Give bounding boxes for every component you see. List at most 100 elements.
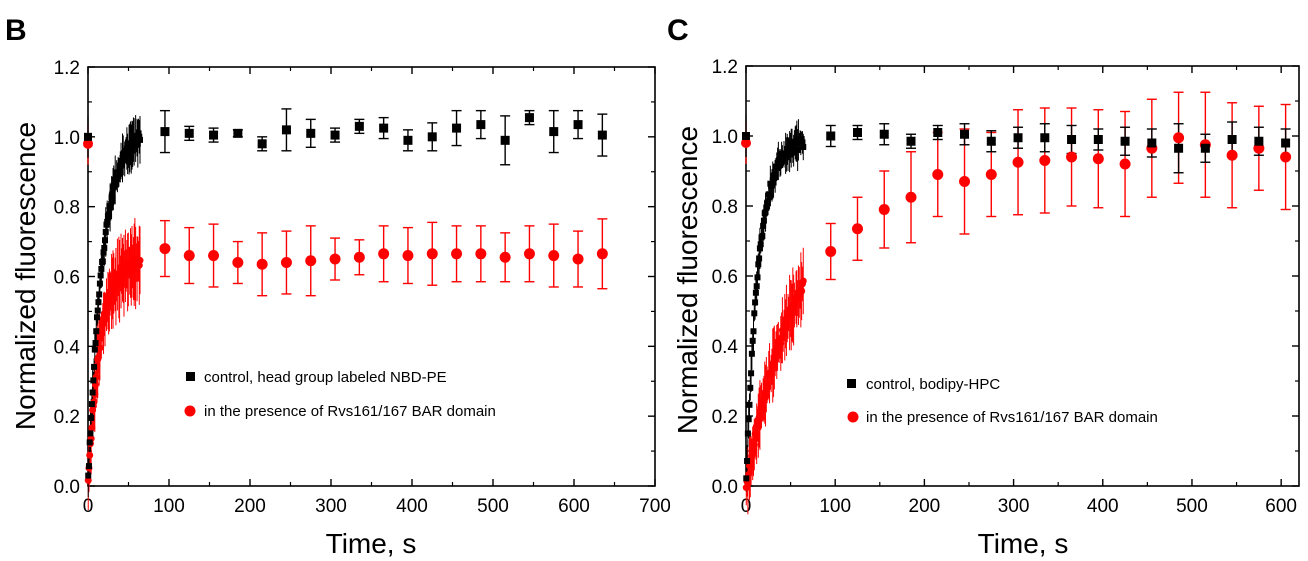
rise-point-bar-domain <box>105 296 113 304</box>
rise-point-bar-domain <box>88 424 96 432</box>
error-bars-b <box>87 108 608 511</box>
rise-point-control <box>121 155 128 162</box>
data-point-bar-domain <box>1012 156 1024 168</box>
rise-point-control <box>799 139 806 146</box>
rise-point-control <box>751 310 758 317</box>
y-tick-label: 0.6 <box>712 267 738 288</box>
legend-label-control-c: control, bodipy-HPC <box>866 376 1000 393</box>
y-axis-label-c: Normalized fluorescence <box>672 126 703 434</box>
data-point-bar-domain <box>329 253 341 265</box>
data-point-control <box>1147 138 1157 148</box>
data-point-control <box>1281 138 1291 148</box>
x-tick-label: 600 <box>1265 496 1297 517</box>
rise-point-bar-domain <box>754 422 762 430</box>
rise-point-control <box>759 232 766 239</box>
rise-point-control <box>772 174 779 181</box>
rise-point-control <box>766 193 773 200</box>
rise-point-bar-domain <box>97 330 105 338</box>
legend-label-control-b: control, head group labeled NBD-PE <box>204 369 447 386</box>
rise-point-control <box>752 299 759 306</box>
data-point-control <box>233 128 243 138</box>
y-tick-label: 1.0 <box>54 128 80 149</box>
error-bars-c <box>745 91 1291 515</box>
x-tick-label: 600 <box>558 496 590 517</box>
rise-point-control <box>95 299 102 306</box>
data-point-control <box>826 131 836 141</box>
data-point-bar-domain <box>959 176 971 187</box>
rise-point-control <box>86 439 93 446</box>
rise-point-control <box>89 389 96 396</box>
rise-point-control <box>136 133 143 140</box>
y-tick-label: 1.2 <box>712 57 738 78</box>
data-point-control <box>476 120 486 130</box>
data-point-control <box>852 128 862 137</box>
data-point-bar-domain <box>878 204 890 215</box>
data-point-bar-domain <box>572 253 584 265</box>
data-point-bar-domain <box>1039 155 1051 166</box>
rise-point-control <box>137 136 144 143</box>
rise-point-bar-domain <box>798 287 806 295</box>
data-point-bar-domain <box>159 243 171 255</box>
rise-point-bar-domain <box>764 383 772 391</box>
rise-point-control <box>91 363 98 370</box>
rise-point-control <box>94 307 101 314</box>
y-tick-label: 0.6 <box>54 268 80 289</box>
rise-point-control <box>800 143 807 150</box>
rise-point-control <box>100 249 107 256</box>
rise-point-control <box>764 200 771 207</box>
data-point-bar-domain <box>256 258 268 270</box>
markers-c <box>741 128 1292 492</box>
x-tick-label: 100 <box>153 496 185 517</box>
rise-point-control <box>744 430 751 437</box>
data-point-control <box>1093 135 1103 144</box>
rise-point-control <box>109 190 116 197</box>
data-point-control <box>281 125 291 135</box>
rise-point-control <box>747 384 754 391</box>
rise-point-control <box>763 204 770 211</box>
data-point-bar-domain <box>596 248 608 260</box>
rise-point-control <box>780 155 787 162</box>
rise-point-control <box>107 204 114 211</box>
rise-point-control <box>757 241 764 248</box>
data-point-bar-domain <box>1092 153 1104 165</box>
rise-point-control <box>102 237 109 244</box>
data-point-control <box>1067 135 1077 144</box>
data-point-control <box>879 129 889 139</box>
rise-point-control <box>756 255 763 262</box>
data-point-control <box>1254 136 1264 146</box>
legend-marker-bar-c <box>847 411 859 423</box>
rise-point-control <box>128 146 135 153</box>
rise-point-bar-domain <box>758 404 766 412</box>
initial-point-control <box>742 132 750 140</box>
data-point-control <box>933 128 943 137</box>
x-axis-label-c: Time, s <box>978 528 1069 559</box>
rise-point-control <box>90 377 97 384</box>
rise-point-control <box>748 370 755 377</box>
rise-point-bar-domain <box>96 344 104 352</box>
legend-marker-control-c <box>847 379 856 388</box>
legend-marker-control-b <box>186 372 195 381</box>
rise-point-control <box>786 148 793 155</box>
rise-point-control <box>753 283 760 290</box>
panel-letter-b: B <box>5 14 27 47</box>
rise-point-control <box>101 244 108 251</box>
data-point-bar-domain <box>1280 151 1292 163</box>
rise-point-bar-domain <box>86 451 94 459</box>
data-point-bar-domain <box>402 250 414 262</box>
y-tick-label: 0.2 <box>712 407 738 428</box>
rise-point-control <box>99 258 106 265</box>
rise-point-control <box>115 170 122 177</box>
legend-c: control, bodipy-HPC in the presence of R… <box>847 376 1158 426</box>
rise-point-control <box>93 328 100 335</box>
rise-point-control <box>116 167 123 174</box>
data-point-control <box>500 135 510 145</box>
data-point-bar-domain <box>208 250 220 262</box>
rise-point-bar-domain <box>762 392 770 400</box>
x-tick-label: 200 <box>909 496 941 517</box>
data-point-control <box>427 132 437 142</box>
rise-point-control <box>102 228 109 235</box>
data-point-bar-domain <box>353 251 365 263</box>
data-point-bar-domain <box>548 250 560 262</box>
y-tick-label: 0.0 <box>54 477 80 498</box>
data-point-bar-domain <box>985 169 997 180</box>
